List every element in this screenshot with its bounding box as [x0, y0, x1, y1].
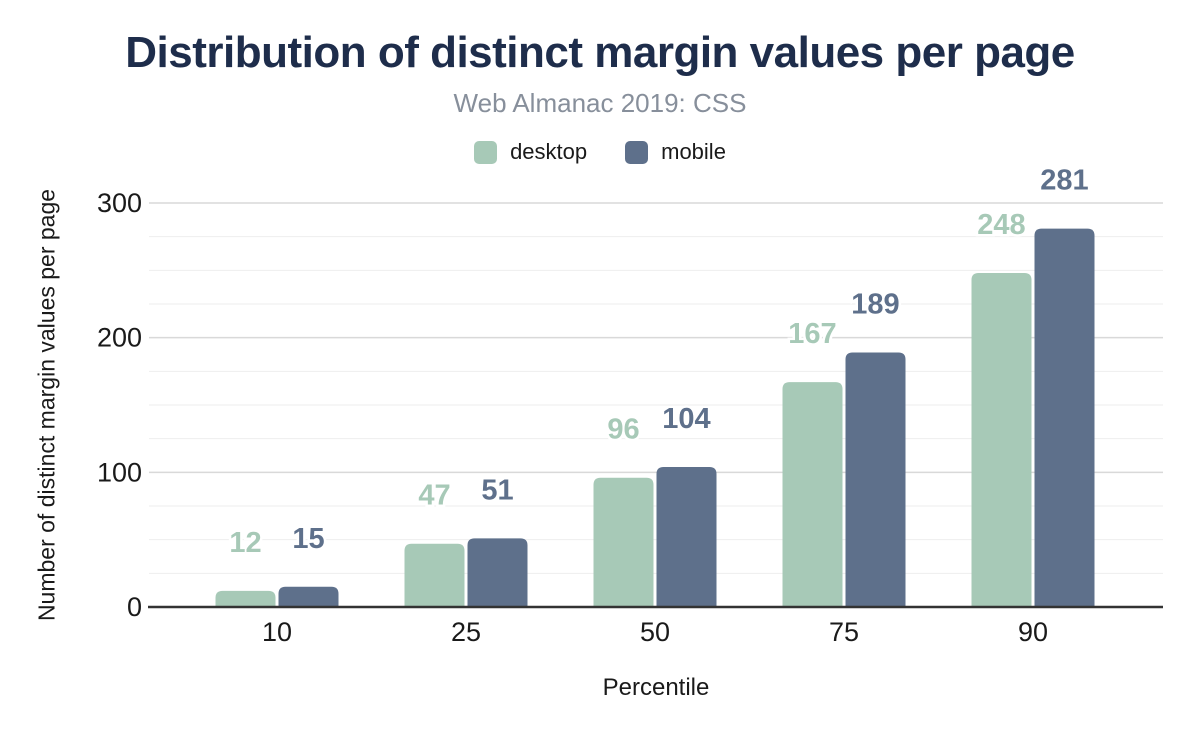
x-tick-label-50: 50 — [640, 617, 670, 647]
value-label-desktop-p25: 47 — [418, 480, 450, 512]
legend-label-desktop: desktop — [510, 139, 588, 164]
bar-desktop-p90[interactable] — [971, 273, 1032, 607]
x-tick-label-25: 25 — [451, 617, 481, 647]
bar-desktop-p50[interactable] — [593, 477, 654, 607]
legend: desktop mobile — [0, 139, 1200, 165]
chart-title: Distribution of distinct margin values p… — [125, 28, 1075, 77]
value-label-desktop-p50: 96 — [607, 414, 639, 446]
bar-desktop-p75[interactable] — [782, 382, 843, 607]
y-tick-label-100: 100 — [97, 457, 142, 487]
bar-mobile-p10[interactable] — [278, 586, 339, 607]
value-label-mobile-p75: 189 — [851, 288, 899, 320]
value-label-desktop-p75: 167 — [788, 318, 836, 350]
value-label-desktop-p10: 12 — [229, 527, 261, 559]
value-label-mobile-p50: 104 — [662, 403, 710, 435]
bar-mobile-p50[interactable] — [656, 466, 717, 607]
value-label-mobile-p90: 281 — [1040, 165, 1088, 197]
x-tick-label-10: 10 — [262, 617, 292, 647]
y-tick-label-200: 200 — [97, 323, 142, 353]
legend-item-mobile[interactable]: mobile — [625, 139, 726, 165]
value-label-mobile-p10: 15 — [292, 523, 324, 555]
y-tick-label-300: 300 — [97, 188, 142, 218]
legend-swatch-desktop — [474, 140, 498, 164]
bar-desktop-p25[interactable] — [404, 543, 465, 607]
legend-label-mobile: mobile — [661, 139, 726, 164]
bar-mobile-p90[interactable] — [1034, 228, 1095, 607]
x-tick-label-75: 75 — [829, 617, 859, 647]
legend-item-desktop[interactable]: desktop — [474, 139, 587, 165]
value-label-desktop-p90: 248 — [977, 209, 1025, 241]
chart-subtitle: Web Almanac 2019: CSS — [453, 88, 747, 118]
value-label-mobile-p25: 51 — [481, 474, 513, 506]
legend-swatch-mobile — [625, 140, 649, 164]
y-tick-label-0: 0 — [127, 592, 142, 622]
x-tick-label-90: 90 — [1018, 617, 1048, 647]
bar-mobile-p25[interactable] — [467, 538, 528, 607]
bar-mobile-p75[interactable] — [845, 352, 906, 607]
x-axis-title: Percentile — [602, 674, 710, 701]
bar-desktop-p10[interactable] — [215, 590, 276, 607]
